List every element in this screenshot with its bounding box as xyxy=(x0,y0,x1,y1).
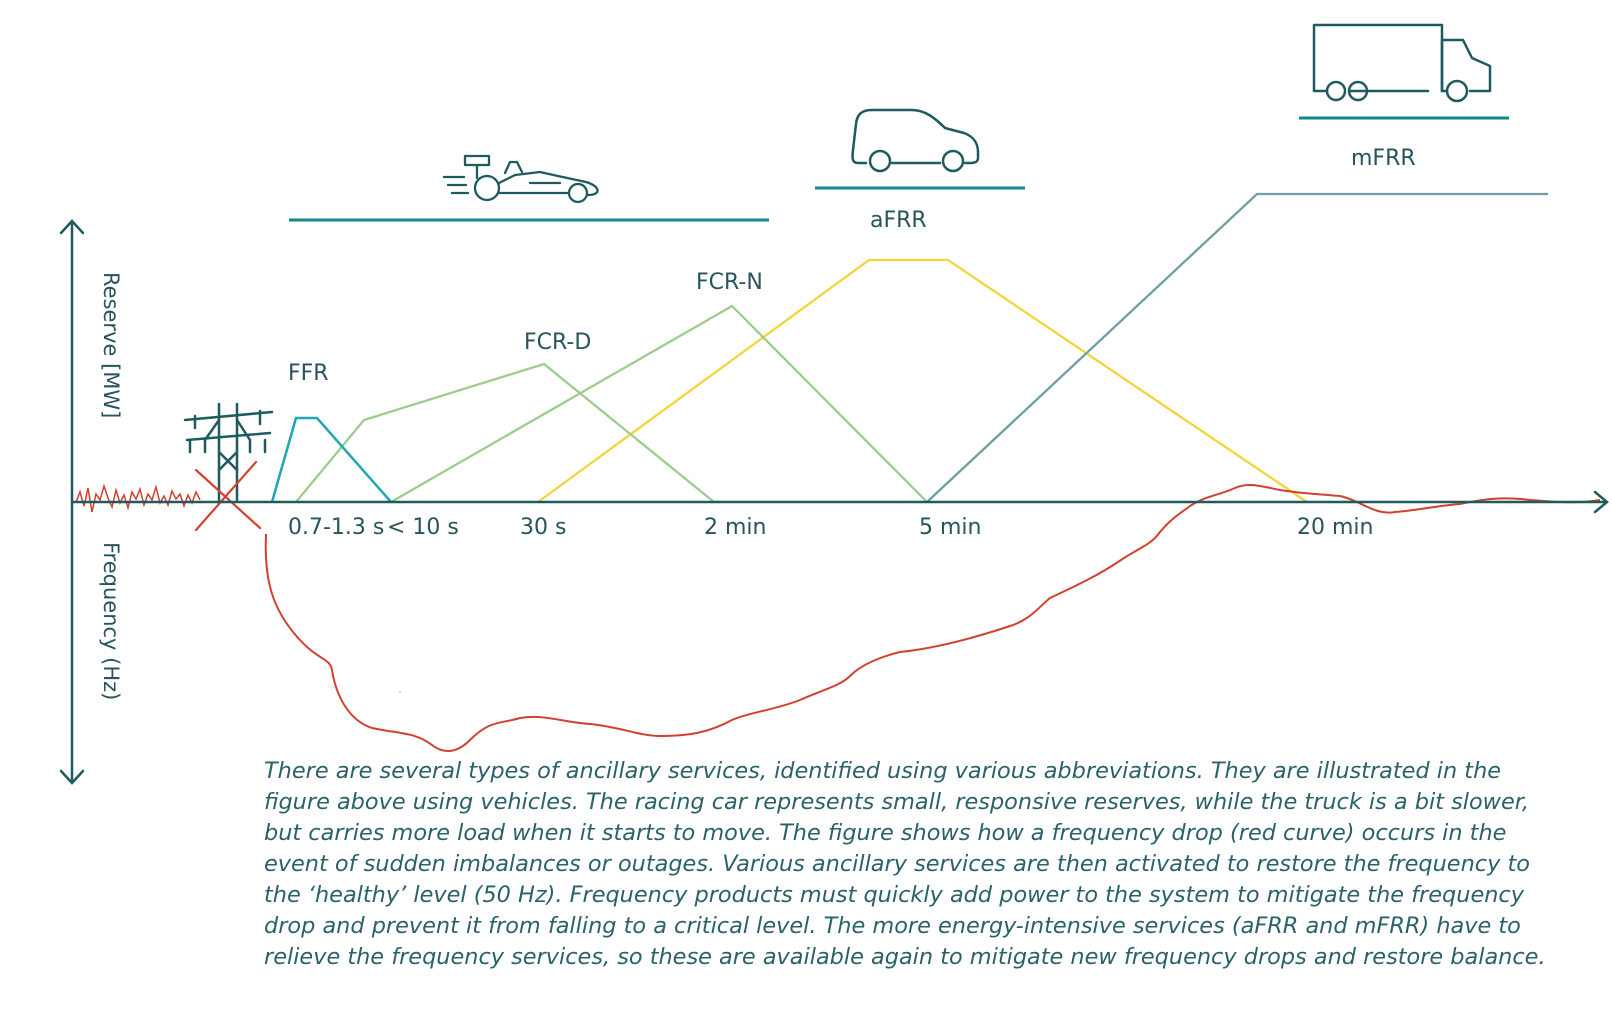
fcrn-curve xyxy=(390,304,928,503)
mfrr-label: mFRR xyxy=(1351,146,1416,171)
frequency-curve xyxy=(264,483,1601,752)
truck-icon xyxy=(1312,23,1492,103)
time-label-ffr: 0.7-1.3 s xyxy=(288,515,384,540)
fcrd-label: FCR-D xyxy=(524,330,591,355)
racing-car-icon xyxy=(442,154,599,204)
ffr-curve xyxy=(270,416,392,503)
fcrn-label: FCR-N xyxy=(696,270,763,295)
pylon-icon xyxy=(183,402,274,502)
afrr-label: aFRR xyxy=(870,208,927,233)
time-axis xyxy=(70,490,1609,514)
reserve-axis-label: Reserve [MW] xyxy=(99,272,123,418)
time-label-30s: 30 s xyxy=(520,515,566,540)
afrr-curve xyxy=(537,258,1308,503)
car-icon xyxy=(851,108,980,173)
time-label-fcrd: < 10 s xyxy=(387,515,459,540)
ffr-label: FFR xyxy=(288,361,329,386)
stray-dot xyxy=(399,691,401,693)
mfrr-curve xyxy=(926,192,1548,503)
time-label-20min: 20 min xyxy=(1297,515,1373,540)
outage-cross-icon xyxy=(194,460,262,532)
time-label-2min: 2 min xyxy=(704,515,766,540)
time-label-5min: 5 min xyxy=(919,515,981,540)
figure-caption: There are several types of ancillary ser… xyxy=(264,758,1546,970)
frequency-axis-label: Frequency (Hz) xyxy=(99,542,123,700)
fcrd-curve xyxy=(295,362,715,503)
frequency-noise xyxy=(75,483,201,513)
